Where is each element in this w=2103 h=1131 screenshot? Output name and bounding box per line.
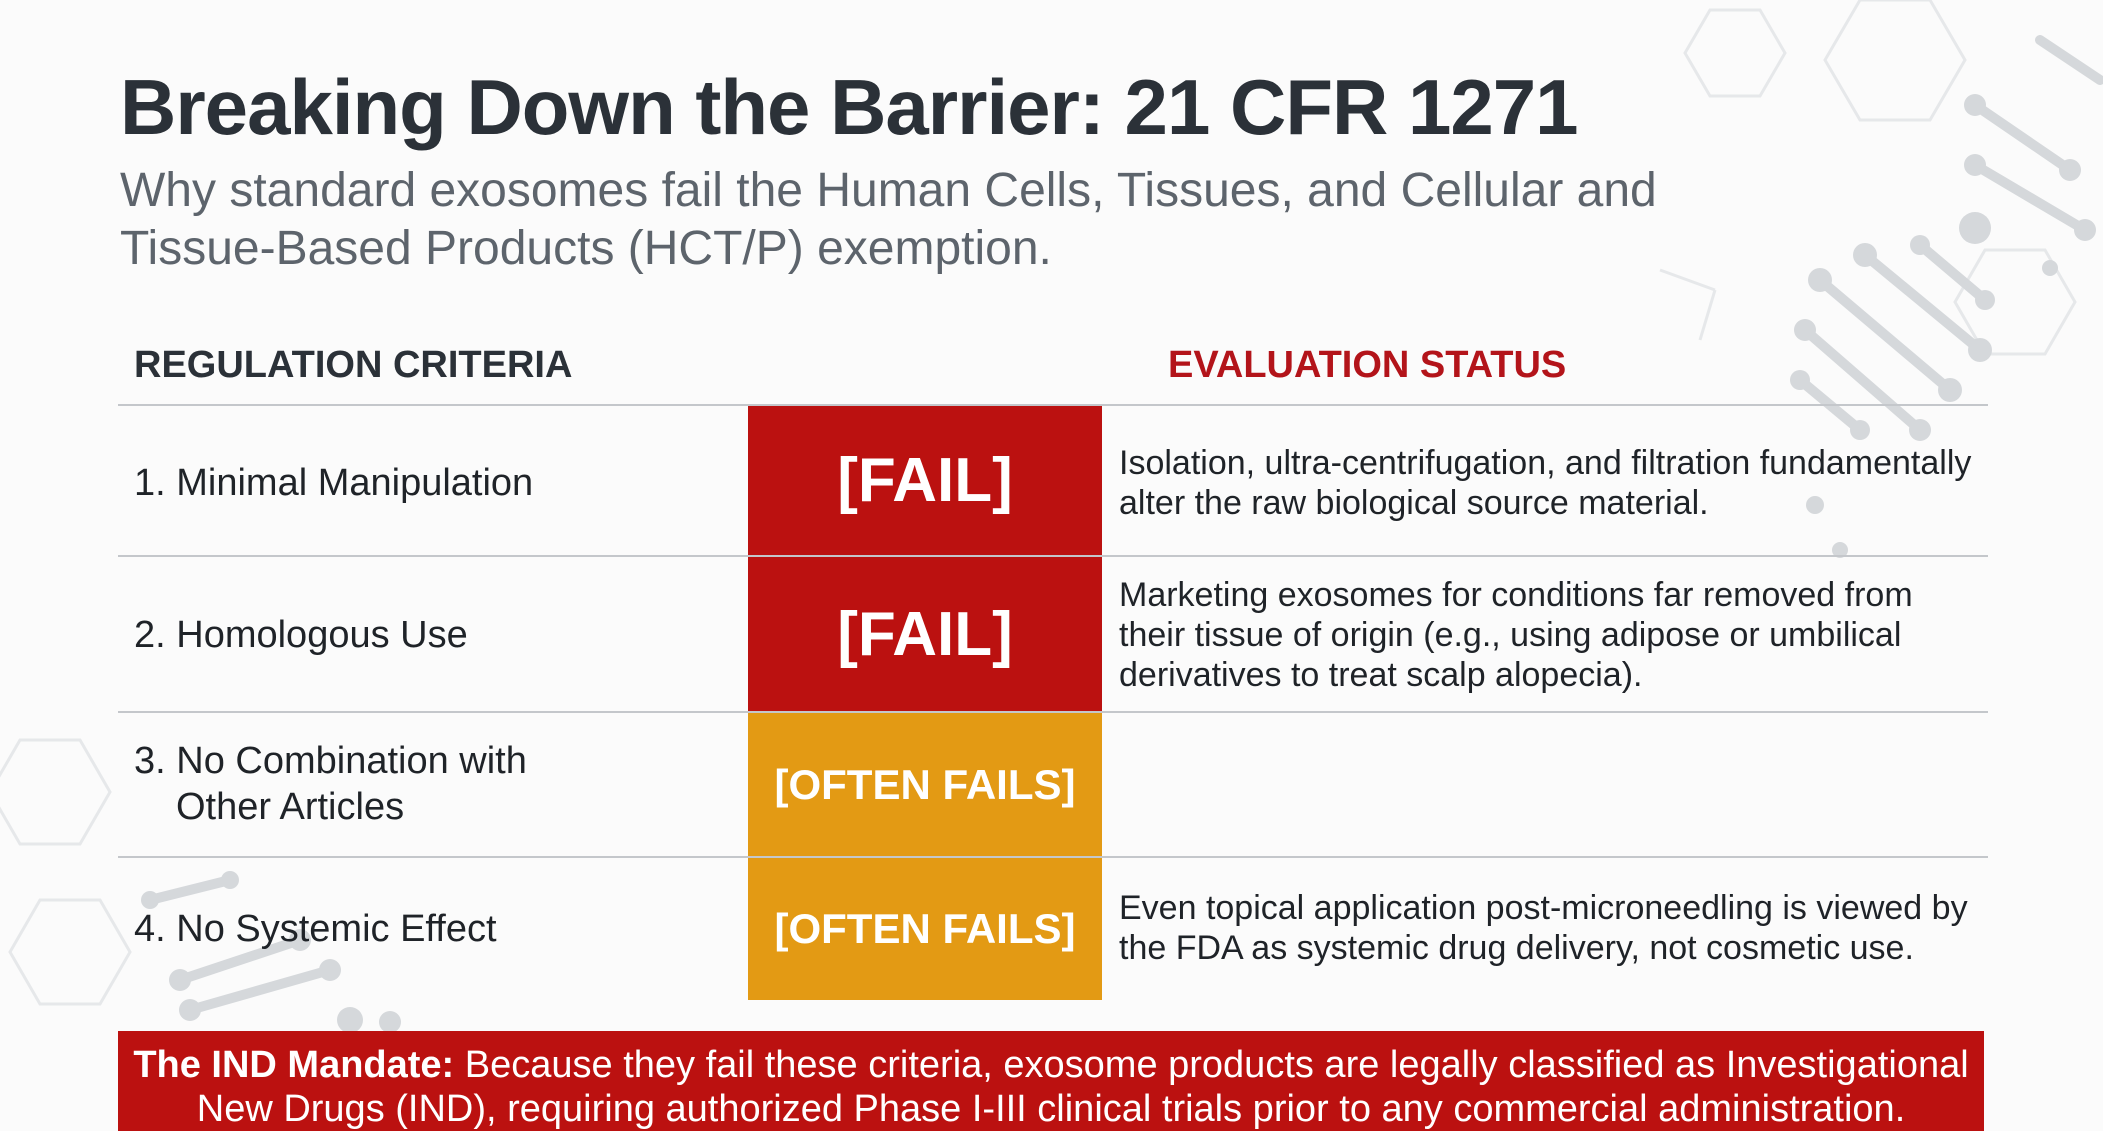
ind-mandate-banner: The IND Mandate: Because they fail these… <box>118 1031 1984 1131</box>
criterion-homologous-use: 2. Homologous Use <box>134 614 468 656</box>
criterion-minimal-manipulation: 1. Minimal Manipulation <box>134 462 534 504</box>
description-homologous-use: Marketing exosomes for conditions far re… <box>1119 576 1913 694</box>
column-header-criteria: REGULATION CRITERIA <box>134 344 573 386</box>
criterion-line: Other Articles <box>176 786 405 828</box>
criterion-no-systemic-effect: 4. No Systemic Effect <box>134 908 497 950</box>
column-header-status: EVALUATION STATUS <box>1168 344 1567 386</box>
page-title: Breaking Down the Barrier: 21 CFR 1271 <box>120 63 1578 151</box>
status-badge-fail: [FAIL] <box>748 557 1102 711</box>
page-subtitle: Why standard exosomes fail the Human Cel… <box>120 164 1657 275</box>
criterion-no-combination: 3. No Combination with Other Articles <box>134 738 527 830</box>
description-minimal-manipulation: Isolation, ultra-centrifugation, and fil… <box>1119 444 1972 522</box>
status-badge-fail: [FAIL] <box>748 406 1102 555</box>
banner-text: Because they fail these criteria, exosom… <box>196 1044 1969 1130</box>
table-divider <box>118 555 1988 557</box>
table-divider <box>118 404 1988 406</box>
status-badge-often-fails: [OFTEN FAILS] <box>748 713 1102 856</box>
banner-label: The IND Mandate: <box>133 1044 455 1086</box>
description-no-systemic-effect: Even topical application post-microneedl… <box>1119 889 1968 967</box>
criterion-line: 3. No Combination with <box>134 740 527 782</box>
status-badge-often-fails: [OFTEN FAILS] <box>748 858 1102 1000</box>
table-divider <box>118 711 1988 713</box>
table-divider <box>118 856 1988 858</box>
